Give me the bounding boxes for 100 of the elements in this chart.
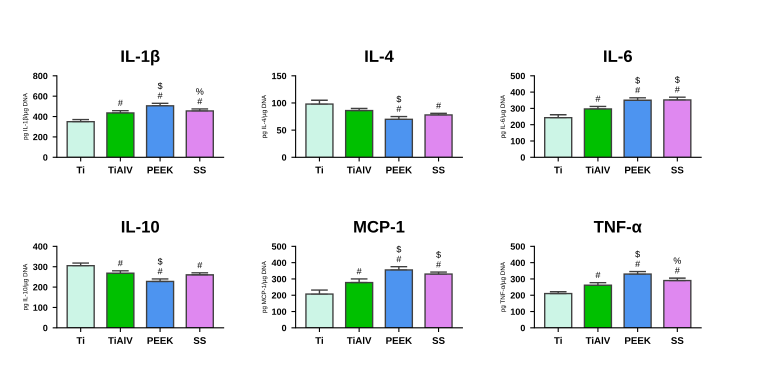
y-tick-label: 200	[510, 292, 525, 299]
bar	[544, 292, 572, 328]
x-tick-label: Ti	[554, 166, 562, 174]
annotation: #	[595, 96, 600, 102]
x-tick-label: SS	[432, 166, 445, 174]
y-tick-label: 0	[520, 154, 525, 161]
x-tick-label: TiAlV	[108, 336, 133, 344]
y-tick-label: 400	[32, 114, 48, 120]
x-tick-label: Ti	[315, 336, 323, 344]
x-tick-label: TiAlV	[586, 166, 610, 174]
y-tick-label: 200	[33, 134, 48, 140]
bar	[106, 272, 135, 328]
x-tick-label: SS	[194, 166, 206, 174]
y-tick-label: 100	[33, 304, 48, 311]
x-tick-label: SS	[671, 337, 684, 344]
annotation: #	[436, 102, 442, 109]
x-tick-label: SS	[671, 166, 684, 174]
x-tick-label: PEEK	[625, 337, 651, 344]
bar	[544, 116, 572, 158]
x-tick-label: TiAlV	[346, 166, 372, 174]
y-tick-label: 500	[272, 243, 286, 250]
bar	[584, 284, 612, 328]
annotation: $	[635, 76, 640, 84]
bar	[663, 99, 692, 158]
x-tick-label: TiAlV	[586, 336, 610, 344]
y-tick-label: 0	[43, 154, 48, 161]
annotation: #	[635, 260, 640, 267]
chart-title: TNF-α	[594, 220, 642, 233]
annotation: #	[396, 106, 402, 112]
y-tick-label: 400	[32, 243, 48, 250]
bar	[663, 280, 692, 328]
y-tick-label: 800	[33, 72, 48, 80]
x-tick-label: TiAlV	[346, 336, 372, 344]
annotation: #	[635, 86, 640, 94]
x-tick-label: PEEK	[386, 337, 412, 344]
annotation: #	[595, 272, 600, 278]
annotation: #	[356, 268, 362, 274]
y-tick-label: 0	[43, 324, 48, 332]
y-tick-label: 400	[510, 89, 525, 96]
annotation: $	[158, 258, 162, 266]
annotation: #	[118, 260, 123, 266]
annotation: #	[674, 86, 680, 92]
bar	[106, 112, 135, 158]
annotation: %	[674, 257, 682, 264]
y-tick-label: 100	[510, 138, 525, 144]
chart-title: IL-6	[604, 50, 632, 62]
annotation: $	[396, 246, 402, 253]
annotation: #	[436, 261, 442, 268]
x-tick-label: SS	[194, 337, 206, 344]
bar	[424, 273, 453, 328]
bar	[146, 280, 174, 328]
annotation: %	[196, 88, 204, 95]
y-tick-label: 200	[510, 122, 525, 128]
bar	[186, 110, 214, 158]
annotation: $	[158, 82, 162, 90]
bar	[384, 118, 414, 158]
x-tick-label: PEEK	[147, 166, 174, 174]
x-tick-label: TiAlV	[108, 166, 133, 174]
bar	[584, 108, 612, 158]
y-tick-label: 0	[282, 154, 286, 161]
y-tick-label: 100	[272, 308, 286, 315]
y-tick-label: 0	[520, 324, 525, 332]
bar	[146, 105, 174, 158]
bar	[305, 293, 334, 328]
bar	[384, 269, 414, 328]
y-tick-label: 600	[33, 93, 48, 100]
chart-title: IL-10	[122, 220, 159, 233]
y-tick-label: 300	[510, 276, 525, 282]
bar	[66, 265, 95, 328]
annotation: #	[197, 98, 202, 104]
bar	[66, 120, 95, 158]
annotation: $	[436, 251, 441, 258]
y-tick-label: 50	[276, 127, 286, 134]
annotation: #	[674, 267, 680, 274]
bar	[424, 114, 453, 158]
bar	[623, 100, 652, 158]
y-tick-label: 500	[510, 243, 525, 250]
x-tick-label: Ti	[315, 166, 323, 174]
x-tick-label: PEEK	[147, 337, 174, 344]
annotation: $	[674, 76, 680, 84]
x-tick-label: PEEK	[625, 166, 651, 174]
y-tick-label: 200	[272, 292, 286, 299]
annotation: #	[158, 268, 163, 274]
bar	[344, 282, 374, 328]
bar	[305, 103, 334, 158]
annotation: $	[635, 250, 640, 258]
y-tick-label: 100	[510, 308, 525, 315]
y-tick-label: 150	[272, 72, 286, 80]
y-tick-label: 300	[272, 276, 286, 282]
annotation: #	[158, 92, 163, 99]
chart-title: IL-4	[365, 50, 394, 62]
annotation: #	[197, 262, 202, 268]
annotation: #	[118, 100, 123, 106]
y-tick-label: 0	[282, 324, 286, 332]
y-tick-label: 300	[510, 105, 525, 112]
chart-title: MCP-1	[354, 220, 404, 233]
bar	[186, 274, 214, 328]
bar	[344, 110, 374, 158]
annotation: $	[396, 95, 402, 103]
y-tick-label: 400	[510, 260, 525, 266]
